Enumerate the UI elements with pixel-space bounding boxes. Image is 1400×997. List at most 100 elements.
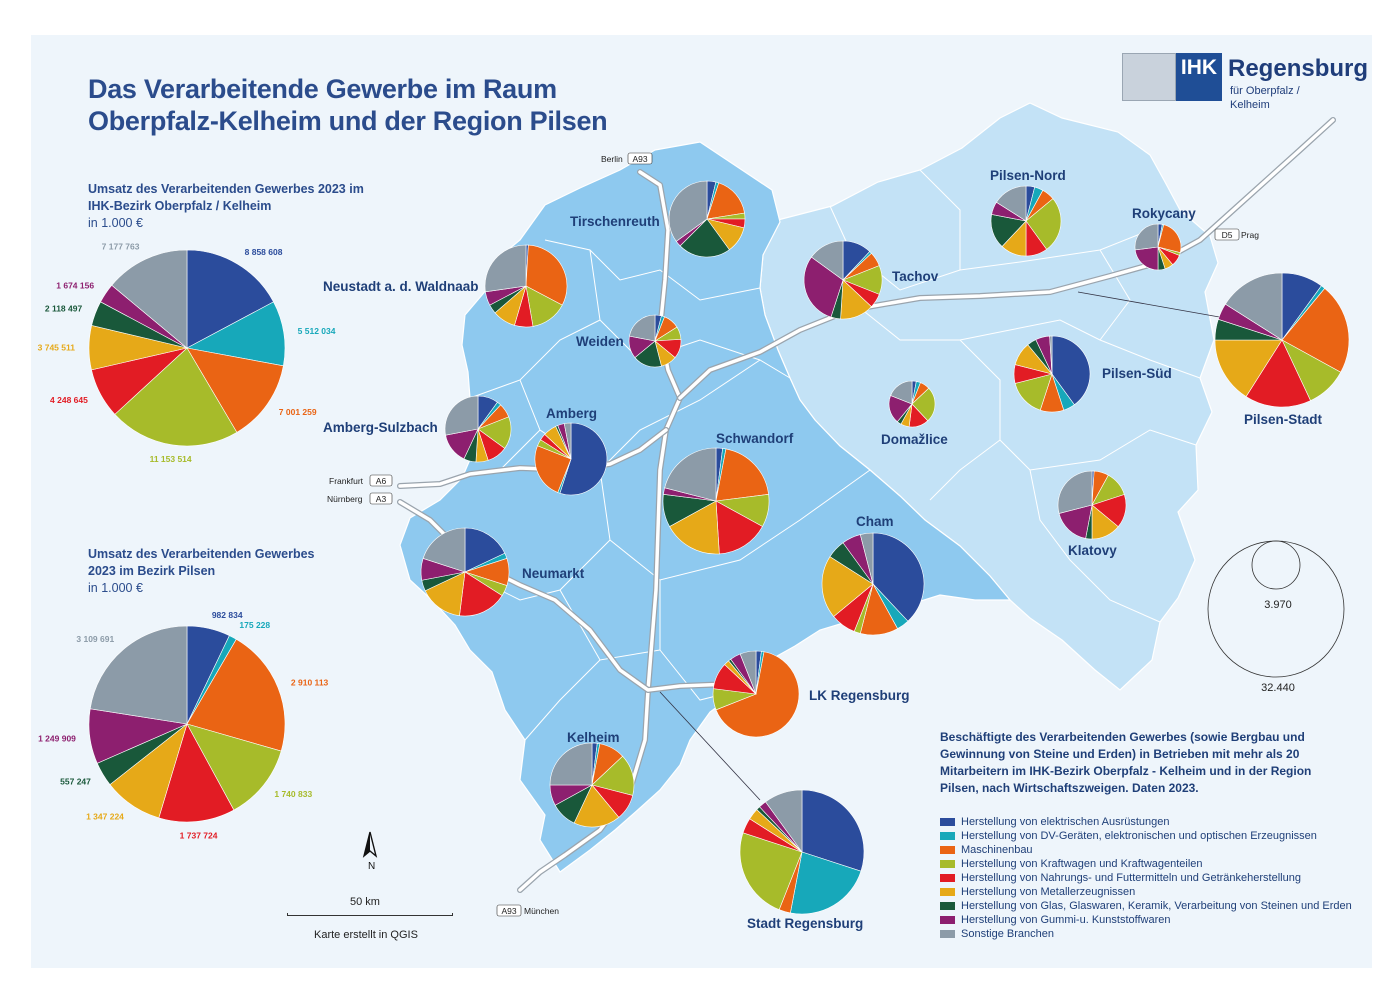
pie-stadt-regensburg-slice-dv bbox=[790, 851, 862, 915]
region-label-neustadt-a-d-waldnaab: Neustadt a. d. Waldnaab bbox=[323, 279, 479, 294]
pie-neustadt-a-d-waldnaab-slice-machinery bbox=[525, 244, 568, 306]
road-label-berlin: Berlin bbox=[601, 154, 623, 164]
legend-swatch-machinery bbox=[940, 846, 955, 854]
pie2-label-other: 3 109 691 bbox=[76, 634, 114, 644]
pie-neumarkt-slice-other bbox=[422, 527, 466, 573]
pie2-label-glass: 557 247 bbox=[60, 777, 91, 787]
road-badge-d5: D5 bbox=[1222, 230, 1233, 240]
road-badge-a6: A6 bbox=[376, 476, 387, 486]
pie2-label-machinery: 2 910 113 bbox=[291, 677, 329, 687]
legend-swatch-other bbox=[940, 930, 955, 938]
legend-swatch-glass bbox=[940, 902, 955, 910]
pie-pilsen-stadt-slice-food bbox=[1245, 339, 1311, 408]
pie-stadt-regensburg-slice-vehicles bbox=[739, 832, 803, 911]
pie-kelheim-slice-other bbox=[549, 742, 593, 786]
pie-schwandorf-slice-metal bbox=[669, 500, 720, 555]
pie-cham-slice-electrical bbox=[872, 532, 925, 622]
pie-pilsen-nord-slice-vehicles bbox=[1025, 198, 1062, 250]
region-label-klatovy: Klatovy bbox=[1068, 543, 1117, 558]
logo-name: Regensburg bbox=[1228, 55, 1369, 82]
pie1-label-dv: 5 512 034 bbox=[298, 326, 336, 336]
pie-schwandorf-slice-machinery bbox=[715, 448, 769, 502]
region-label-rokycany: Rokycany bbox=[1132, 206, 1196, 221]
pie-rokycany-slice-other bbox=[1134, 223, 1159, 251]
revenue-pie-oberpfalz: 8 858 608 5 512 034 7 001 259 11 153 514 4 2… bbox=[38, 242, 336, 464]
pie-weiden-slice-other bbox=[629, 314, 656, 342]
legend-swatch-electrical bbox=[940, 818, 955, 826]
pie1-label-food: 4 248 645 bbox=[50, 395, 88, 405]
pie-doma-lice-slice-other bbox=[890, 380, 913, 405]
pie1-slice-other bbox=[111, 249, 188, 349]
pie1-slice-machinery bbox=[186, 347, 284, 433]
region-label-lk-regensburg: LK Regensburg bbox=[809, 688, 910, 703]
logo-ihk: IHK bbox=[1176, 53, 1222, 101]
pie1-label-electrical: 8 858 608 bbox=[245, 247, 283, 257]
pie1-title: Umsatz des Verarbeitenden Gewerbes 2023 … bbox=[88, 182, 364, 213]
pie-tachov-slice-rubber bbox=[803, 256, 844, 318]
region-label-pilsen-s-d: Pilsen-Süd bbox=[1102, 366, 1172, 381]
pie2-label-vehicles: 1 740 833 bbox=[274, 789, 312, 799]
legend: Herstellung von elektrischen Ausrüstunge… bbox=[940, 815, 1352, 941]
size-legend-large-value: 32.440 bbox=[1261, 682, 1295, 694]
pie-neumarkt-slice-metal bbox=[424, 571, 466, 616]
pie-neumarkt-slice-electrical bbox=[464, 527, 506, 573]
region-label-doma-lice: Domažlice bbox=[881, 432, 948, 447]
pie-lk-regensburg-slice-other bbox=[739, 650, 757, 695]
legend-label-other: Sonstige Branchen bbox=[961, 928, 1054, 940]
pie1-title-block: Umsatz des Verarbeitenden Gewerbes 2023 … bbox=[88, 181, 378, 232]
region-label-pilsen-nord: Pilsen-Nord bbox=[990, 168, 1066, 183]
legend-item-dv: Herstellung von DV-Geräten, elektronisch… bbox=[940, 829, 1352, 843]
legend-swatch-rubber bbox=[940, 916, 955, 924]
pie1-slice-electrical bbox=[186, 249, 274, 349]
region-label-neumarkt: Neumarkt bbox=[522, 566, 585, 581]
size-legend-small-value: 3.970 bbox=[1264, 599, 1292, 611]
pie-pilsen-s-d-slice-other bbox=[1049, 335, 1053, 375]
pie-neustadt-a-d-waldnaab-slice-other bbox=[484, 244, 527, 293]
pie-pilsen-stadt-slice-other bbox=[1225, 272, 1283, 341]
legend-label-electrical: Herstellung von elektrischen Ausrüstunge… bbox=[961, 816, 1170, 828]
pie-tachov-slice-other bbox=[811, 240, 844, 281]
pie2-slice-food bbox=[158, 723, 235, 823]
pie-cham-slice-other bbox=[859, 532, 874, 585]
coat-of-arms-icon bbox=[1122, 53, 1176, 101]
legend-item-glass: Herstellung von Glas, Glaswaren, Keramik… bbox=[940, 899, 1352, 913]
pie-amberg-slice-other bbox=[563, 422, 572, 460]
road-label-frankfurt: Frankfurt bbox=[329, 476, 364, 486]
pie-klatovy-slice-other bbox=[1057, 470, 1093, 514]
page-title-line2: Oberpfalz-Kelheim und der Region Pilsen bbox=[88, 106, 608, 136]
pie2-title-block: Umsatz des Verarbeitenden Gewerbes 2023 … bbox=[88, 546, 318, 597]
logo-subtitle: für Oberpfalz / Kelheim bbox=[1230, 85, 1300, 111]
pie-stadt-regensburg-slice-electrical bbox=[801, 789, 865, 872]
region-label-amberg-sulzbach: Amberg-Sulzbach bbox=[323, 420, 438, 435]
map-credit: Karte erstellt in QGIS bbox=[314, 929, 418, 941]
scale-bar bbox=[287, 913, 453, 916]
legend-swatch-dv bbox=[940, 832, 955, 840]
pie2-label-electrical: 982 834 bbox=[212, 610, 243, 620]
legend-item-other: Sonstige Branchen bbox=[940, 927, 1352, 941]
pie-lk-regensburg-slice-machinery bbox=[715, 651, 800, 738]
road-badge-a93-south: A93 bbox=[501, 906, 516, 916]
pie-pilsen-stadt-slice-machinery bbox=[1281, 287, 1350, 373]
legend-heading: Beschäftigte des Verarbeitenden Gewerbes… bbox=[940, 730, 1312, 795]
legend-label-rubber: Herstellung von Gummi-u. Kunststoffwaren bbox=[961, 914, 1171, 926]
road-badge-a3: A3 bbox=[376, 494, 387, 504]
legend-label-glass: Herstellung von Glas, Glaswaren, Keramik… bbox=[961, 900, 1352, 912]
legend-item-food: Herstellung von Nahrungs- und Futtermitt… bbox=[940, 871, 1352, 885]
pie-rokycany-slice-machinery bbox=[1157, 224, 1182, 254]
region-label-weiden: Weiden bbox=[576, 334, 624, 349]
pie-rokycany-slice-rubber bbox=[1134, 246, 1159, 271]
pie-pilsen-stadt-slice-metal bbox=[1214, 339, 1283, 397]
pie2-unit: in 1.000 € bbox=[88, 581, 143, 595]
pie-tirschenreuth-slice-glass bbox=[679, 218, 730, 258]
pie1-slice-vehicles bbox=[114, 347, 238, 447]
pie-pilsen-s-d-slice-electrical bbox=[1051, 335, 1091, 406]
pie1-label-vehicles: 11 153 514 bbox=[150, 454, 192, 464]
leader-stadt-regensburg bbox=[659, 691, 761, 801]
pie-cham-slice-metal bbox=[821, 556, 874, 617]
pie1-unit: in 1.000 € bbox=[88, 216, 143, 230]
pie-amberg-slice-electrical bbox=[559, 422, 608, 496]
pie2-slice-machinery bbox=[186, 638, 286, 752]
north-label: N bbox=[368, 861, 375, 870]
